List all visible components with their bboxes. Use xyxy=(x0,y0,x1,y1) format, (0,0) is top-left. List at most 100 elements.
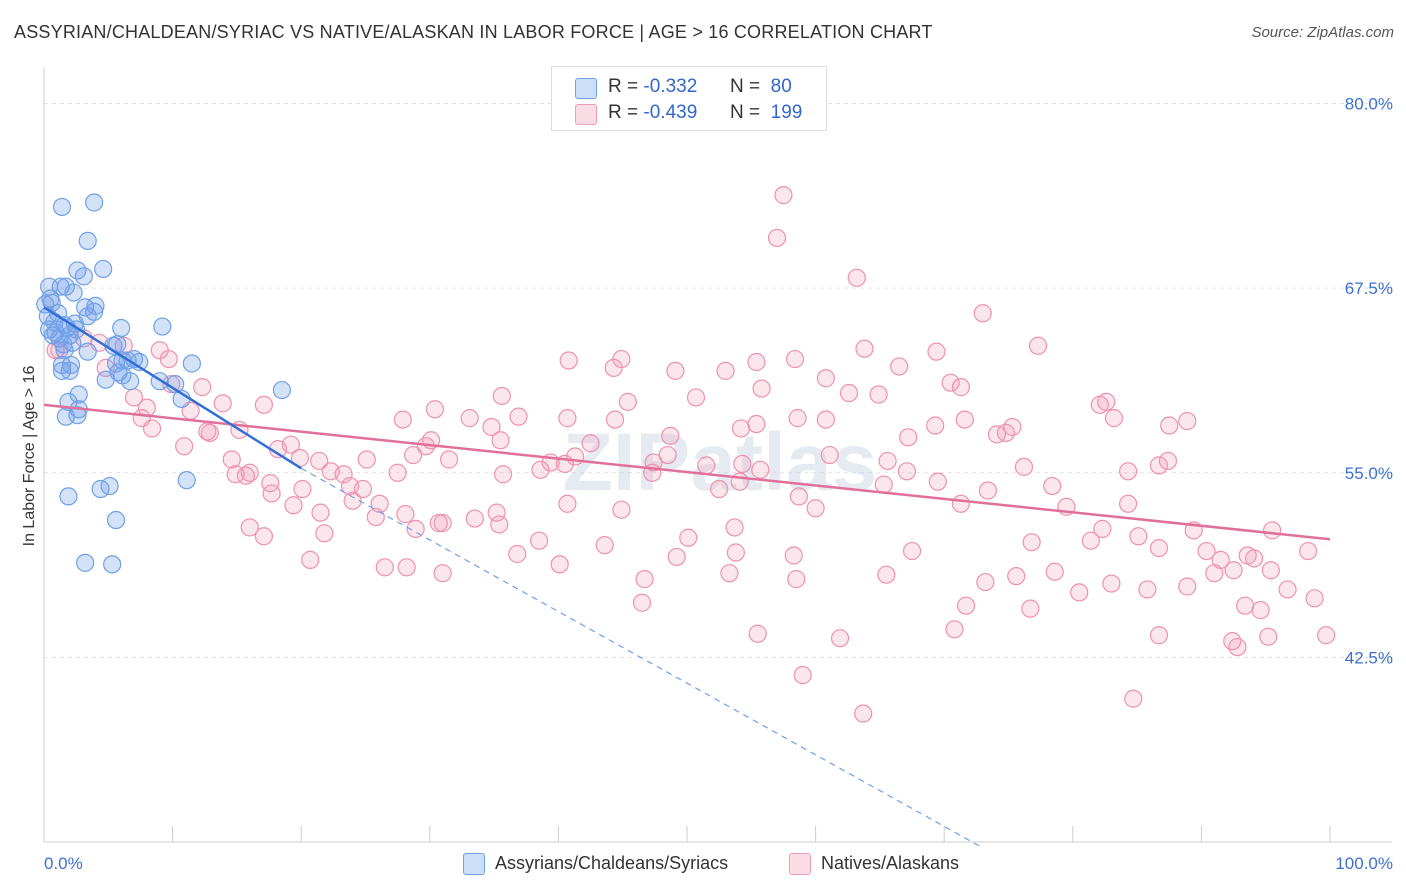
native-point xyxy=(550,555,569,574)
native-point xyxy=(1093,519,1112,538)
native-point xyxy=(222,450,241,469)
legend-r-value: -0.332 xyxy=(643,76,698,97)
native-point xyxy=(710,479,729,499)
native-point xyxy=(403,445,423,465)
native-point xyxy=(343,491,362,510)
native-point xyxy=(1238,546,1257,565)
native-point xyxy=(595,536,614,555)
native-point xyxy=(767,228,787,248)
legend-n: N = 80 xyxy=(730,76,792,98)
native-point xyxy=(240,518,259,537)
legend-r-value: -0.439 xyxy=(643,102,698,123)
native-point xyxy=(1028,336,1048,355)
native-point xyxy=(310,451,329,471)
native-point xyxy=(1149,538,1169,558)
native-point xyxy=(748,624,767,643)
native-point xyxy=(951,494,971,513)
native-point xyxy=(945,620,964,639)
native-point xyxy=(604,358,623,378)
native-point xyxy=(806,499,825,518)
native-point xyxy=(747,414,766,434)
legend-row-natives: R = -0.439 N = 199 xyxy=(552,102,826,128)
native-point xyxy=(789,487,808,506)
native-point xyxy=(941,373,960,392)
axes xyxy=(43,68,1392,843)
native-point xyxy=(425,400,445,419)
native-point xyxy=(1178,577,1197,596)
native-point xyxy=(301,550,320,570)
stats-legend: R = -0.332 N = 80 R = -0.439 N = 199 xyxy=(551,66,827,131)
native-point xyxy=(1149,456,1169,475)
native-point xyxy=(1205,564,1224,583)
native-point xyxy=(793,666,812,685)
assyrian-point xyxy=(69,385,88,404)
assyrian-point xyxy=(85,302,104,321)
native-point xyxy=(720,564,739,583)
native-point xyxy=(1278,580,1297,599)
native-point xyxy=(1263,521,1282,540)
native-point xyxy=(1259,627,1278,646)
legend-row-assyrians: R = -0.332 N = 80 xyxy=(552,76,826,102)
native-point xyxy=(726,543,745,562)
native-point xyxy=(667,547,686,567)
native-point xyxy=(784,546,803,565)
native-point xyxy=(788,409,807,428)
native-point xyxy=(193,378,212,397)
native-point xyxy=(877,565,896,584)
native-point xyxy=(508,544,527,564)
native-point xyxy=(978,481,998,500)
native-point xyxy=(1104,409,1124,428)
legend-swatch-pink xyxy=(575,104,597,125)
native-point xyxy=(1097,392,1116,411)
assyrian-point xyxy=(64,283,83,302)
y-tick-label: 80.0% xyxy=(1345,95,1393,114)
legend-swatch-blue xyxy=(463,853,485,875)
native-point xyxy=(482,417,501,437)
native-point xyxy=(635,570,654,589)
native-point xyxy=(927,342,946,361)
legend-n-value: 199 xyxy=(770,102,803,123)
native-point xyxy=(315,524,334,543)
legend-n-label: N = xyxy=(730,76,761,97)
native-point xyxy=(890,357,909,376)
native-point xyxy=(632,593,652,612)
assyrian-point xyxy=(54,335,73,354)
native-point xyxy=(897,462,917,481)
native-point xyxy=(558,409,577,428)
native-point xyxy=(388,463,407,482)
native-point xyxy=(820,445,839,465)
native-point xyxy=(661,426,680,445)
native-point xyxy=(679,528,698,547)
legend-label: Natives/Alaskans xyxy=(821,853,960,873)
native-point xyxy=(261,474,280,493)
native-point xyxy=(490,515,509,534)
native-point xyxy=(1129,527,1148,546)
native-point xyxy=(1197,541,1216,561)
native-point xyxy=(406,519,425,538)
native-point xyxy=(581,434,600,453)
native-point xyxy=(956,596,976,615)
native-point xyxy=(869,385,888,404)
native-point xyxy=(311,503,330,522)
assyrian-point xyxy=(74,267,93,286)
native-point xyxy=(752,379,771,398)
native-point xyxy=(226,465,245,484)
assyrian-point xyxy=(52,361,72,380)
native-point xyxy=(254,527,274,546)
native-point xyxy=(293,479,312,499)
chart-title: ASSYRIAN/CHALDEAN/SYRIAC VS NATIVE/ALASK… xyxy=(14,22,933,42)
scatter-points xyxy=(36,186,1336,723)
native-point xyxy=(1021,599,1040,618)
native-point xyxy=(240,463,259,482)
native-point xyxy=(731,419,751,438)
native-point xyxy=(612,500,631,519)
native-point xyxy=(1305,589,1324,608)
native-point xyxy=(396,505,415,524)
native-point xyxy=(830,629,850,648)
assyrian-point xyxy=(52,197,72,217)
native-point xyxy=(366,507,385,527)
native-point xyxy=(686,388,706,407)
legend-r-label: R = xyxy=(608,76,639,97)
native-point xyxy=(509,407,528,426)
native-point xyxy=(254,395,274,414)
